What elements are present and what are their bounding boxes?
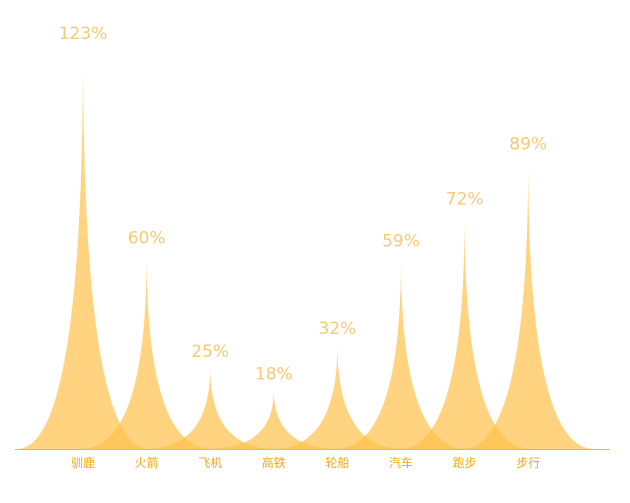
ticks-layer: 驯鹿 火箭 飞机 高铁 轮船 汽车 跑步 步行	[71, 455, 540, 470]
chart-peak	[398, 215, 531, 449]
chart-peak	[271, 345, 404, 449]
value-label: 123%	[59, 24, 108, 44]
value-labels-layer: 123% 60% 25% 18% 32% 59% 72% 89%	[59, 24, 547, 385]
value-label: 72%	[446, 189, 484, 209]
chart-peak	[80, 254, 213, 449]
chart-peak	[207, 390, 340, 449]
x-tick-label: 高铁	[262, 455, 286, 470]
chart-peak	[462, 160, 595, 450]
value-label: 18%	[255, 365, 293, 385]
value-label: 25%	[191, 342, 229, 362]
chart-peak	[17, 50, 149, 449]
value-label: 60%	[128, 228, 166, 248]
x-tick-label: 跑步	[453, 456, 477, 470]
x-tick-label: 飞机	[198, 456, 222, 470]
peaks-layer	[17, 50, 595, 450]
x-tick-label: 驯鹿	[71, 455, 95, 470]
value-label: 32%	[319, 319, 357, 339]
value-label: 89%	[509, 134, 547, 154]
x-tick-label: 步行	[516, 456, 540, 470]
x-tick-label: 轮船	[325, 456, 349, 470]
chart-peak	[335, 257, 467, 449]
value-label: 59%	[382, 232, 420, 252]
x-tick-label: 火箭	[135, 455, 159, 470]
x-tick-label: 汽车	[389, 455, 413, 470]
chart-peak	[144, 367, 277, 449]
